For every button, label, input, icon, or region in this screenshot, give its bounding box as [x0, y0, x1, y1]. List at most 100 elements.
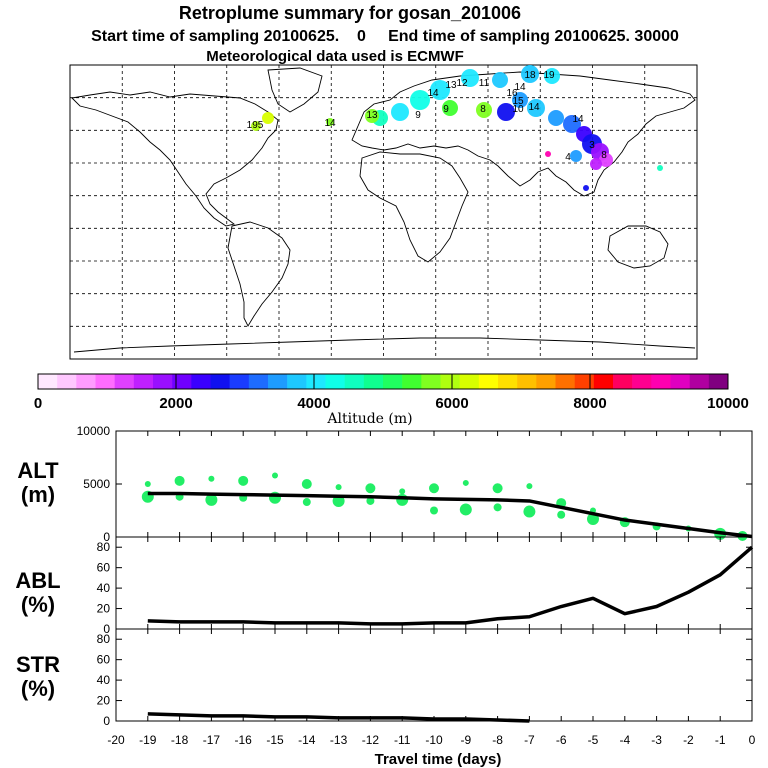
plume-day-label: 13: [366, 110, 378, 121]
colorbar-swatch: [383, 374, 403, 389]
colorbar-tick-label: 2000: [159, 395, 192, 412]
x-tick-label: -1: [715, 733, 726, 747]
x-tick-label: -16: [235, 733, 253, 747]
alt-scatter-point: [523, 505, 536, 518]
x-axis-title: Travel time (days): [375, 751, 502, 768]
colorbar-swatch: [670, 374, 690, 389]
x-tick-label: -3: [651, 733, 662, 747]
plume-marker: [391, 103, 409, 121]
alt-scatter-point: [366, 496, 375, 505]
str-ytick-label: 80: [97, 632, 111, 646]
colorbar-swatch: [478, 374, 499, 389]
alt-scatter-point: [208, 475, 215, 482]
plume-marker: [492, 72, 508, 88]
colorbar-swatch: [517, 374, 537, 389]
plume-day-label: 195: [247, 120, 264, 131]
alt-label: ALT: [17, 458, 59, 483]
x-tick-label: -8: [492, 733, 503, 747]
colorbar-swatch: [498, 374, 518, 389]
abl-unit: (%): [21, 592, 55, 617]
plume-marker: [497, 103, 515, 121]
colorbar-swatch: [114, 374, 135, 389]
colorbar-swatch: [153, 374, 173, 389]
x-tick-label: -18: [171, 733, 189, 747]
alt-unit: (m): [21, 482, 55, 507]
plume-day-label: 10: [512, 104, 524, 115]
plume-day-label: 8: [601, 150, 607, 161]
plume-marker: [262, 112, 274, 124]
plume-marker: [251, 121, 261, 131]
plume-day-label: 11: [479, 78, 490, 89]
x-tick-label: -20: [107, 733, 125, 747]
colorbar-swatch: [344, 374, 365, 389]
alt-series-line: [147, 491, 753, 539]
figure-title: Retroplume summary for gosan_201006: [179, 3, 521, 23]
plume-day-label: 14: [528, 102, 540, 113]
south-america-coast: [227, 221, 291, 327]
abl-label: ABL: [15, 568, 60, 593]
plume-day-label: 14: [572, 114, 584, 125]
x-tick-label: -9: [460, 733, 471, 747]
plume-marker: [512, 92, 528, 108]
plume-day-label: 9: [415, 110, 421, 121]
plume-day-label: 13: [445, 80, 457, 91]
plume-marker: [570, 150, 582, 162]
colorbar-swatch: [632, 374, 652, 389]
colorbar-swatch: [191, 374, 211, 389]
plume-day-label: 8: [480, 104, 486, 115]
sampling-times: Start time of sampling 20100625. 0 End t…: [91, 28, 679, 45]
plume-marker: [599, 153, 613, 167]
colorbar-swatches: [38, 374, 729, 389]
plume-day-label: 3: [589, 140, 595, 151]
colorbar-swatch: [325, 374, 345, 389]
plume-day-label: 14: [324, 118, 336, 129]
colorbar-swatch: [248, 374, 269, 389]
str-plot-area: 80 60 40 20 0: [97, 628, 753, 728]
plume-marker: [326, 118, 334, 126]
alt-scatter-point: [399, 488, 406, 495]
alt-scatter-point: [272, 472, 278, 479]
alt-scatter-point: [335, 484, 342, 491]
x-tick-label: -15: [266, 733, 284, 747]
plume-marker: [430, 80, 450, 100]
alt-scatter-point: [238, 475, 249, 486]
plume-day-label: 19: [543, 70, 555, 81]
x-tick-label: -13: [330, 733, 348, 747]
alt-panel: ALT (m): [17, 458, 59, 507]
colorbar-swatch: [95, 374, 115, 389]
alt-scatter-point: [557, 510, 566, 519]
africa-coast: [359, 151, 469, 263]
plume-day-label: 16: [506, 88, 518, 99]
plume-day-label: 15: [512, 96, 524, 107]
alt-scatter-point: [302, 498, 311, 507]
plume-marker: [583, 185, 589, 191]
colorbar-swatch: [459, 374, 480, 389]
abl-ytick-label: 60: [97, 561, 111, 575]
plume-marker: [548, 110, 564, 126]
alt-scatter-point: [396, 493, 409, 506]
abl-frame: [115, 536, 753, 630]
plume-day-label: 12: [456, 78, 468, 89]
colorbar-swatch: [38, 374, 58, 389]
plume-marker: [545, 151, 551, 157]
colorbar-swatch: [421, 374, 441, 389]
colorbar-tick-label: 8000: [573, 395, 606, 412]
colorbar-title: Altitude (m): [326, 411, 412, 427]
plume-marker: [590, 158, 602, 170]
colorbar-tick-labels: 0 2000 4000 6000 8000 10000: [34, 374, 749, 412]
alt-scatter-point: [492, 483, 503, 494]
antarctica-coast: [73, 337, 696, 353]
abl-series-line: [147, 545, 754, 626]
plume-marker: [527, 99, 545, 117]
abl-ytick-label: 40: [97, 581, 111, 595]
abl-plot-area: 80 60 40 20 0: [97, 536, 754, 636]
colorbar-swatch: [363, 374, 384, 389]
colorbar-swatch: [651, 374, 671, 389]
colorbar-swatch: [708, 374, 729, 389]
colorbar-swatch: [574, 374, 595, 389]
x-tick-label: -14: [298, 733, 316, 747]
alt-scatter-point: [365, 483, 376, 494]
